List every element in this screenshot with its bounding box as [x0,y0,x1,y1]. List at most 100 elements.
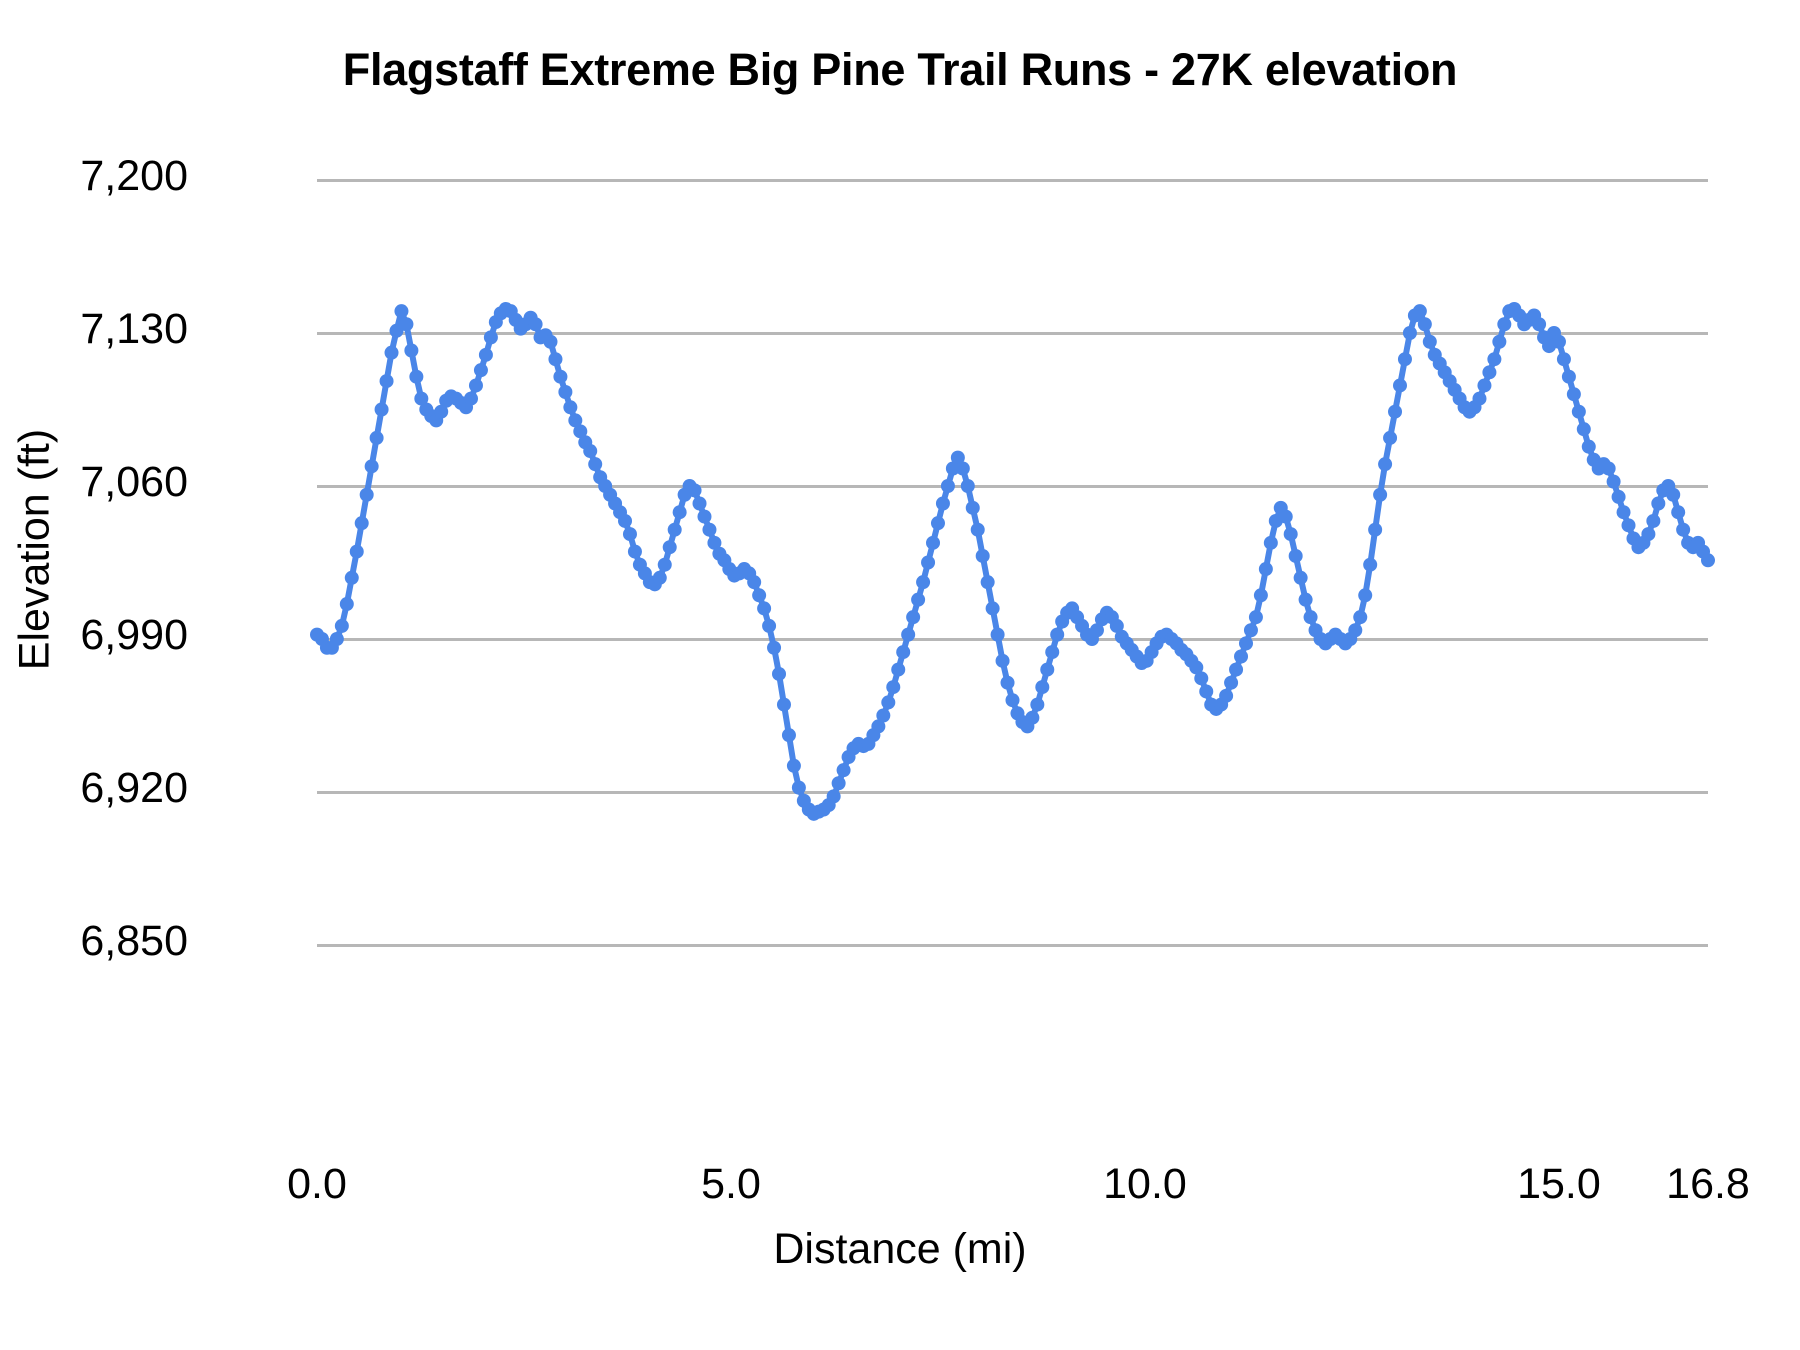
data-point[interactable] [1263,535,1278,550]
data-point[interactable] [344,570,359,585]
data-point[interactable] [1293,570,1308,585]
data-point[interactable] [935,496,950,511]
data-point[interactable] [960,479,975,493]
data-point[interactable] [329,632,344,646]
data-point[interactable] [399,317,414,332]
data-point[interactable] [1353,610,1368,625]
data-point[interactable] [1035,680,1050,695]
data-point[interactable] [1278,509,1293,524]
data-point[interactable] [622,527,637,542]
data-point[interactable] [414,391,429,406]
data-point[interactable] [1402,326,1417,340]
data-point[interactable] [1303,610,1318,625]
data-point[interactable] [945,461,960,476]
data-point[interactable] [1492,334,1507,349]
data-point[interactable] [1646,513,1661,528]
data-point[interactable] [568,413,583,428]
data-point[interactable] [921,555,936,570]
data-point[interactable] [1258,562,1273,577]
data-point[interactable] [975,548,990,563]
data-point[interactable] [468,378,483,393]
data-point[interactable] [906,610,921,625]
data-point[interactable] [1368,522,1383,537]
data-point[interactable] [657,557,672,572]
data-point[interactable] [1556,352,1571,367]
data-point[interactable] [1606,474,1621,489]
data-point[interactable] [1701,553,1715,568]
data-point[interactable] [702,522,717,537]
data-point[interactable] [1363,557,1378,572]
data-point[interactable] [667,522,682,537]
data-point[interactable] [687,483,702,498]
data-point[interactable] [1005,693,1020,708]
data-point[interactable] [876,708,891,723]
data-point[interactable] [772,666,787,681]
data-point[interactable] [573,424,588,439]
data-point[interactable] [464,391,478,406]
data-point[interactable] [1532,317,1547,332]
data-point[interactable] [563,400,578,415]
data-point[interactable] [1199,684,1214,699]
data-point[interactable] [394,304,409,319]
data-point[interactable] [1671,505,1686,520]
data-point[interactable] [1045,645,1060,660]
data-point[interactable] [896,645,911,660]
data-point[interactable] [543,334,558,349]
data-point[interactable] [1348,623,1363,638]
data-point[interactable] [871,719,886,734]
data-point[interactable] [1194,671,1209,686]
data-point[interactable] [1089,623,1104,638]
data-point[interactable] [911,592,926,607]
data-point[interactable] [1243,623,1258,638]
data-point[interactable] [583,444,598,459]
data-point[interactable] [930,516,945,531]
data-point[interactable] [1234,649,1249,664]
data-point[interactable] [881,695,896,710]
data-point[interactable] [1224,675,1239,690]
data-point[interactable] [1253,588,1268,603]
data-point[interactable] [762,618,777,633]
data-point[interactable] [1283,527,1298,542]
data-point[interactable] [1229,662,1244,677]
data-point[interactable] [1025,710,1040,725]
data-point[interactable] [955,461,970,476]
data-point[interactable] [985,601,1000,616]
data-point[interactable] [1581,439,1596,454]
data-point[interactable] [1616,505,1631,520]
data-point[interactable] [1392,378,1407,393]
data-point[interactable] [588,457,603,472]
data-point[interactable] [1189,660,1204,675]
data-point[interactable] [528,317,543,332]
data-point[interactable] [776,697,791,712]
data-point[interactable] [831,776,846,791]
data-point[interactable] [965,500,980,515]
data-point[interactable] [970,522,985,537]
data-point[interactable] [826,789,841,804]
data-point[interactable] [692,496,707,511]
data-point[interactable] [548,352,563,367]
data-point[interactable] [1388,404,1403,419]
data-point[interactable] [1551,334,1566,349]
data-point[interactable] [389,323,404,338]
data-point[interactable] [404,343,419,358]
data-point[interactable] [627,544,642,559]
data-point[interactable] [697,509,712,524]
data-point[interactable] [707,535,722,550]
data-point[interactable] [354,516,369,531]
data-point[interactable] [1611,489,1626,504]
data-point[interactable] [409,369,424,384]
data-point[interactable] [364,459,379,474]
data-point[interactable] [374,402,389,417]
data-point[interactable] [990,627,1005,642]
data-point[interactable] [349,544,364,559]
data-point[interactable] [369,430,384,445]
data-point[interactable] [1482,365,1497,380]
data-point[interactable] [916,575,931,590]
data-point[interactable] [1417,317,1432,332]
data-point[interactable] [1358,588,1373,603]
data-point[interactable] [1288,548,1303,563]
data-point[interactable] [1378,457,1393,472]
data-point[interactable] [1561,369,1576,384]
data-point[interactable] [478,347,493,362]
data-point[interactable] [980,575,995,590]
